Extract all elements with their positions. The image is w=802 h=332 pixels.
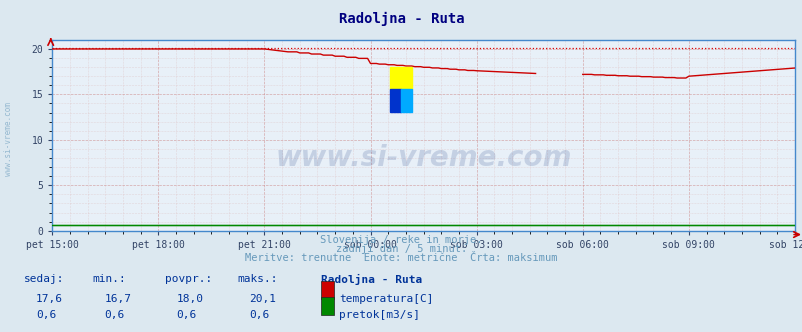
- Text: Radoljna - Ruta: Radoljna - Ruta: [338, 12, 464, 26]
- Text: Slovenija / reke in morje.: Slovenija / reke in morje.: [320, 235, 482, 245]
- Text: povpr.:: povpr.:: [164, 274, 212, 284]
- Text: 17,6: 17,6: [36, 294, 63, 304]
- Text: zadnji dan / 5 minut.: zadnji dan / 5 minut.: [335, 244, 467, 254]
- Text: temperatura[C]: temperatura[C]: [338, 294, 433, 304]
- Bar: [401, 89, 412, 112]
- Text: 0,6: 0,6: [104, 310, 124, 320]
- Text: 18,0: 18,0: [176, 294, 204, 304]
- Text: www.si-vreme.com: www.si-vreme.com: [275, 144, 571, 172]
- Text: 0,6: 0,6: [249, 310, 269, 320]
- Bar: [390, 66, 412, 89]
- Text: 16,7: 16,7: [104, 294, 132, 304]
- Text: 0,6: 0,6: [176, 310, 196, 320]
- Text: 0,6: 0,6: [36, 310, 56, 320]
- Text: Meritve: trenutne  Enote: metrične  Črta: maksimum: Meritve: trenutne Enote: metrične Črta: …: [245, 253, 557, 263]
- Text: Radoljna - Ruta: Radoljna - Ruta: [321, 274, 422, 285]
- Text: min.:: min.:: [92, 274, 126, 284]
- Text: 20,1: 20,1: [249, 294, 276, 304]
- Text: sedaj:: sedaj:: [24, 274, 64, 284]
- Text: maks.:: maks.:: [237, 274, 277, 284]
- Bar: [390, 89, 401, 112]
- Text: www.si-vreme.com: www.si-vreme.com: [3, 103, 13, 176]
- Text: pretok[m3/s]: pretok[m3/s]: [338, 310, 419, 320]
